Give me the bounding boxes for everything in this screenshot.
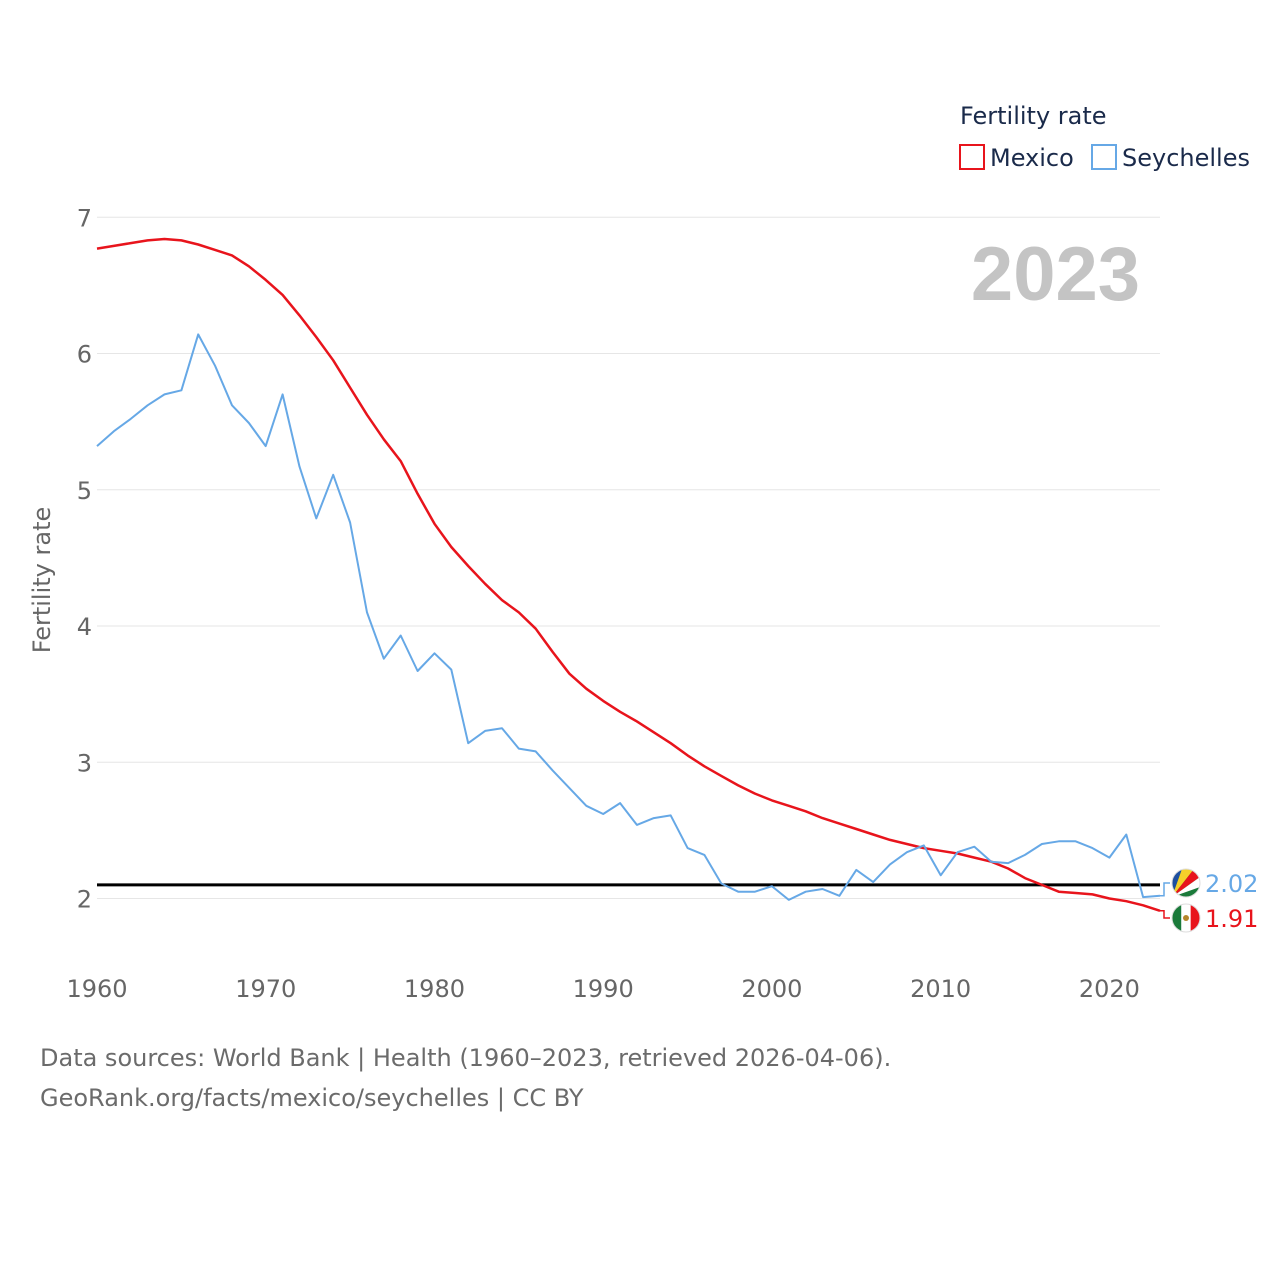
flag-seychelles-icon <box>1171 868 1201 898</box>
x-axis-ticks: 1960 1970 1980 1990 2000 2010 2020 <box>66 975 1139 1003</box>
attribution-link[interactable]: GeoRank.org/facts/mexico/seychelles | CC… <box>40 1084 584 1112</box>
end-connector-seychelles <box>1160 882 1170 897</box>
legend: Fertility rate Mexico Seychelles <box>959 102 1250 172</box>
legend-swatch-mexico[interactable] <box>959 144 985 170</box>
y-axis-ticks: 2 3 4 5 6 7 <box>77 204 92 913</box>
y-tick-label: 7 <box>77 204 92 232</box>
data-sources-note: Data sources: World Bank | Health (1960–… <box>40 1044 892 1072</box>
series-line-mexico[interactable] <box>96 237 1161 912</box>
x-tick-label: 1960 <box>66 975 127 1003</box>
y-tick-label: 6 <box>77 341 92 369</box>
x-tick-label: 1990 <box>573 975 634 1003</box>
legend-title: Fertility rate <box>960 102 1107 130</box>
x-tick-label: 2020 <box>1079 975 1140 1003</box>
end-connector-mexico <box>1160 910 1170 919</box>
y-tick-label: 4 <box>77 613 92 641</box>
fertility-rate-chart: 2 3 4 5 6 7 1960 1970 1980 1990 2000 2010 2020 Fert… <box>28 102 1258 1003</box>
legend-label-seychelles[interactable]: Seychelles <box>1122 144 1250 172</box>
x-tick-label: 1970 <box>235 975 296 1003</box>
y-tick-label: 2 <box>77 886 92 914</box>
end-value-mexico: 1.91 <box>1205 905 1258 933</box>
gridlines <box>97 216 1160 899</box>
legend-label-mexico[interactable]: Mexico <box>990 144 1074 172</box>
x-tick-label: 2010 <box>910 975 971 1003</box>
y-axis-label: Fertility rate <box>28 507 56 654</box>
flag-mexico-icon <box>1171 903 1201 933</box>
legend-swatch-seychelles[interactable] <box>1091 144 1117 170</box>
y-tick-label: 3 <box>77 749 92 777</box>
end-labels: 1.91 2.02 <box>1160 868 1258 933</box>
x-tick-label: 2000 <box>741 975 802 1003</box>
x-tick-label: 1980 <box>404 975 465 1003</box>
end-value-seychelles: 2.02 <box>1205 870 1258 898</box>
y-tick-label: 5 <box>77 477 92 505</box>
series-line-seychelles[interactable] <box>96 333 1161 901</box>
series-lines <box>96 237 1161 912</box>
year-watermark: 2023 <box>971 232 1140 317</box>
